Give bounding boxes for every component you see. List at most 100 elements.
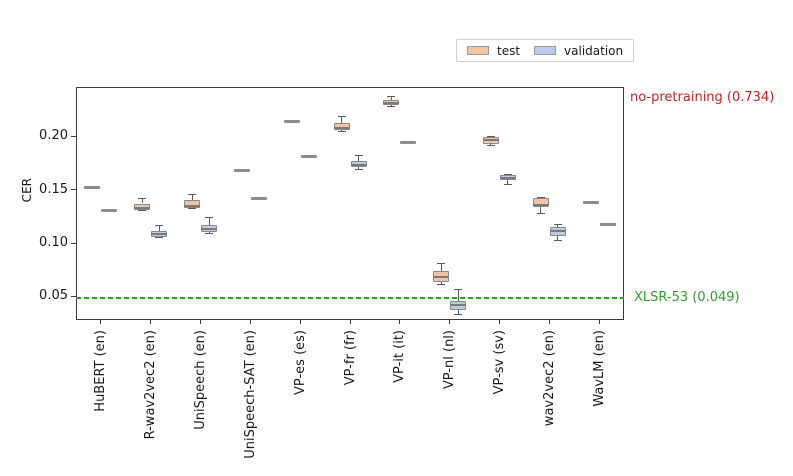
whisker-lower bbox=[191, 207, 193, 209]
whisker-lower bbox=[341, 129, 342, 132]
whisker-cap-upper bbox=[155, 225, 164, 227]
x-tick-label: wav2vec2 (en) bbox=[541, 330, 557, 427]
whisker-lower bbox=[141, 209, 143, 211]
whisker-upper bbox=[390, 96, 392, 100]
whisker-lower bbox=[390, 105, 392, 107]
x-tick-mark bbox=[249, 320, 251, 324]
boxplot-flat-validation bbox=[599, 223, 616, 227]
boxplot-box-test bbox=[433, 270, 450, 282]
boxplot-median bbox=[482, 139, 499, 142]
legend-item-test: test bbox=[467, 44, 520, 58]
test-swatch-icon bbox=[467, 46, 489, 55]
x-tick-mark bbox=[449, 320, 451, 324]
boxplot-median bbox=[433, 276, 450, 279]
whisker-cap-upper bbox=[536, 196, 545, 198]
x-tick-mark bbox=[399, 320, 401, 324]
legend-label-validation: validation bbox=[564, 43, 624, 58]
whisker-cap-lower bbox=[205, 232, 214, 234]
whisker-upper bbox=[341, 116, 342, 124]
boxplot-median bbox=[549, 230, 566, 233]
whisker-cap-lower bbox=[337, 131, 346, 133]
boxplot-median bbox=[201, 228, 218, 231]
whisker-cap-upper bbox=[387, 96, 396, 98]
whisker-cap-lower bbox=[486, 145, 495, 147]
whisker-upper bbox=[158, 225, 160, 232]
x-tick-label: WavLM (en) bbox=[591, 330, 607, 407]
x-tick-mark bbox=[498, 320, 500, 324]
y-tick-mark bbox=[71, 295, 76, 297]
whisker-cap-lower bbox=[553, 240, 562, 242]
x-tick-label: VP-it (it) bbox=[392, 330, 408, 383]
boxplot-box-validation bbox=[350, 160, 367, 168]
xlsr-reference-line bbox=[76, 296, 624, 299]
boxplot-flat-test bbox=[233, 168, 250, 172]
legend: test validation bbox=[456, 39, 635, 62]
whisker-upper bbox=[141, 198, 143, 204]
whisker-lower bbox=[457, 310, 459, 315]
x-tick-label: HuBERT (en) bbox=[93, 330, 109, 412]
validation-swatch-icon bbox=[534, 46, 557, 55]
whisker-cap-lower bbox=[437, 284, 446, 286]
boxplot-flat-validation bbox=[101, 209, 118, 213]
x-tick-mark bbox=[299, 320, 301, 324]
xlsr-annotation: XLSR-53 (0.049) bbox=[634, 290, 740, 305]
x-tick-mark bbox=[100, 320, 102, 324]
whisker-upper bbox=[191, 194, 193, 201]
x-tick-mark bbox=[349, 320, 351, 324]
whisker-cap-upper bbox=[337, 116, 346, 118]
whisker-upper bbox=[490, 136, 492, 138]
boxplot-flat-test bbox=[84, 185, 101, 189]
y-tick-mark bbox=[71, 242, 76, 244]
legend-label-test: test bbox=[497, 43, 521, 58]
whisker-cap-upper bbox=[486, 135, 495, 137]
boxplot-median bbox=[450, 304, 467, 307]
x-tick-label: VP-sv (sv) bbox=[491, 330, 507, 395]
x-tick-mark bbox=[150, 320, 152, 324]
y-tick-label: 0.05 bbox=[39, 288, 68, 304]
plot-area bbox=[76, 87, 624, 320]
whisker-lower bbox=[540, 206, 542, 214]
whisker-lower bbox=[158, 236, 160, 238]
whisker-cap-lower bbox=[387, 105, 396, 107]
whisker-cap-upper bbox=[188, 194, 197, 196]
whisker-cap-upper bbox=[437, 262, 446, 264]
boxplot-median bbox=[532, 203, 549, 206]
whisker-cap-upper bbox=[354, 154, 363, 156]
whisker-cap-upper bbox=[138, 197, 147, 199]
no-pretraining-annotation: no-pretraining (0.734) bbox=[630, 90, 775, 105]
whisker-cap-lower bbox=[454, 314, 463, 316]
whisker-lower bbox=[557, 235, 559, 241]
y-tick-mark bbox=[71, 189, 76, 191]
boxplot-box-test bbox=[532, 198, 549, 207]
whisker-cap-lower bbox=[155, 237, 164, 239]
whisker-upper bbox=[540, 197, 542, 199]
whisker-cap-lower bbox=[188, 208, 197, 210]
whisker-upper bbox=[208, 217, 210, 225]
whisker-lower bbox=[490, 143, 492, 146]
whisker-upper bbox=[557, 224, 559, 227]
boxplot-box-test bbox=[184, 200, 201, 208]
y-tick-mark bbox=[71, 135, 76, 137]
boxplot-median bbox=[184, 204, 201, 207]
y-tick-label: 0.20 bbox=[39, 128, 68, 144]
x-tick-label: R-wav2vec2 (en) bbox=[143, 330, 159, 440]
whisker-lower bbox=[440, 281, 442, 285]
boxplot-median bbox=[151, 233, 168, 236]
x-tick-label: VP-es (es) bbox=[292, 330, 308, 395]
whisker-upper bbox=[358, 155, 359, 161]
boxplot-flat-test bbox=[283, 119, 300, 123]
x-tick-mark bbox=[200, 320, 202, 324]
whisker-cap-upper bbox=[454, 288, 463, 290]
boxplot-flat-validation bbox=[300, 154, 317, 158]
x-tick-label: VP-fr (fr) bbox=[342, 330, 358, 386]
x-tick-mark bbox=[598, 320, 600, 324]
boxplot-box-test bbox=[333, 123, 350, 130]
x-tick-label: UniSpeech (en) bbox=[193, 330, 209, 430]
boxplot-flat-test bbox=[582, 200, 599, 204]
whisker-cap-lower bbox=[536, 212, 545, 214]
whisker-lower bbox=[507, 179, 509, 185]
boxplot-median bbox=[383, 102, 400, 105]
whisker-lower bbox=[358, 167, 359, 170]
legend-item-validation: validation bbox=[534, 44, 623, 58]
